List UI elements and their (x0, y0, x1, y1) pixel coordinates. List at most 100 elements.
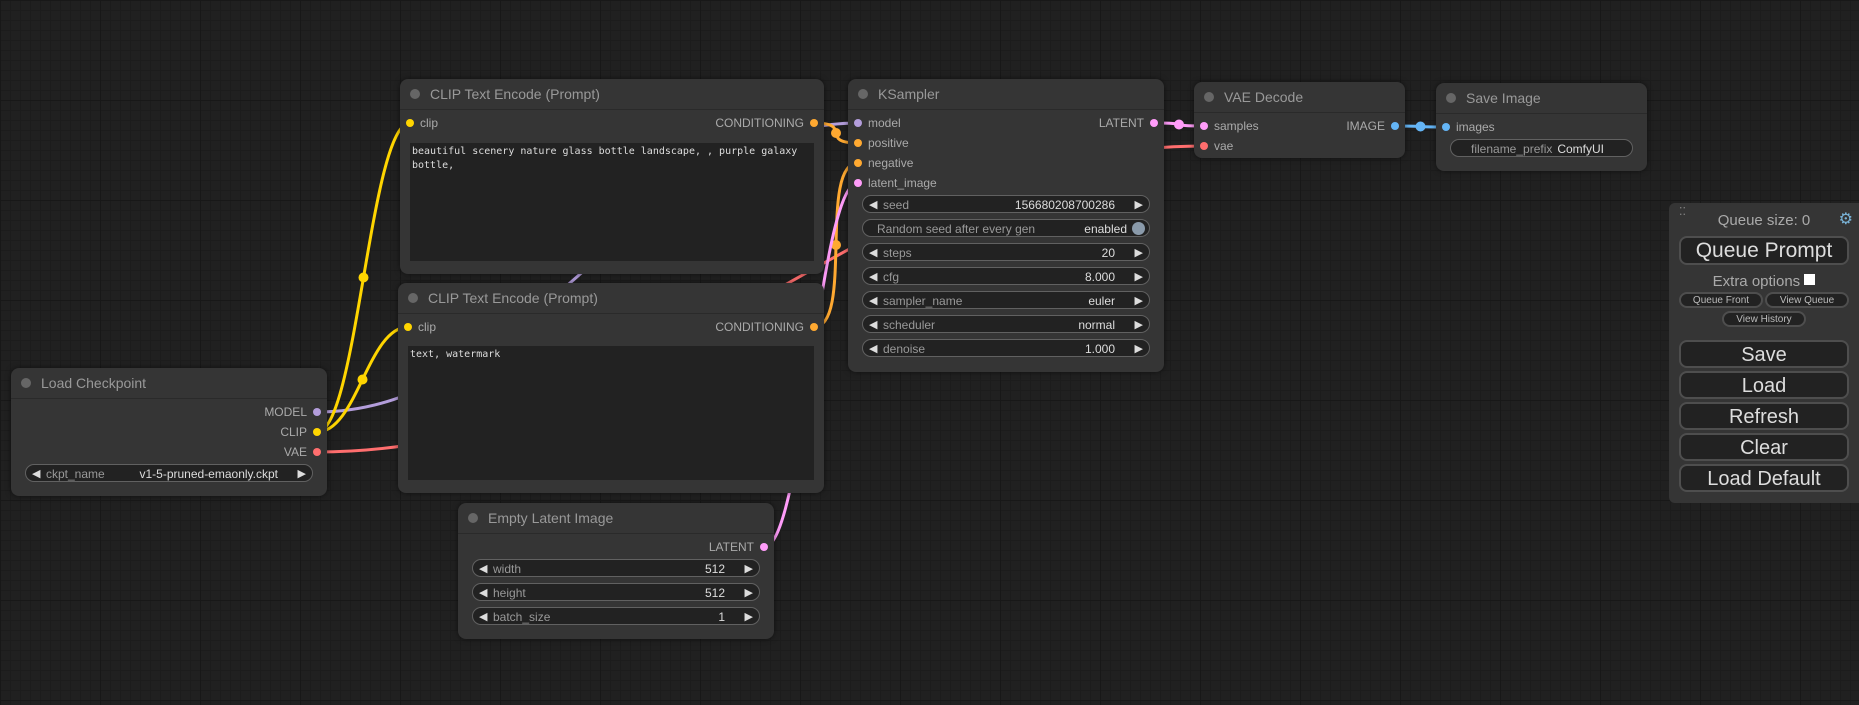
widget-seed[interactable]: ◀ seed 156680208700286 ▶ (862, 195, 1150, 213)
widget-denoise[interactable]: ◀ denoise 1.000 ▶ (862, 339, 1150, 357)
node-collapse-dot[interactable] (858, 89, 868, 99)
node-title-bar[interactable]: CLIP Text Encode (Prompt) (398, 283, 824, 314)
gear-icon[interactable]: ⚙ (1838, 211, 1853, 228)
clip-socket-icon[interactable] (406, 119, 414, 127)
input-slot-model[interactable]: model (848, 113, 901, 133)
input-slot-clip[interactable]: clip (400, 113, 438, 133)
vae-socket-icon[interactable] (313, 448, 321, 456)
widget-height[interactable]: ◀ height 512 ▶ (472, 583, 760, 601)
arrow-right-icon[interactable]: ▶ (297, 468, 306, 480)
model-socket-icon[interactable] (313, 408, 321, 416)
node-clip-neg[interactable]: CLIP Text Encode (Prompt) clip CONDITIONIN… (398, 283, 824, 493)
node-title-bar[interactable]: CLIP Text Encode (Prompt) (400, 79, 824, 110)
queue-prompt-button[interactable]: Queue Prompt (1679, 236, 1849, 265)
extra-options-checkbox[interactable] (1804, 274, 1816, 285)
vae-socket-icon[interactable] (1200, 142, 1208, 150)
arrow-right-icon[interactable]: ▶ (744, 587, 753, 599)
arrow-left-icon[interactable]: ◀ (479, 563, 488, 575)
widget-filename-prefix[interactable]: filename_prefix ComfyUI (1450, 139, 1633, 157)
drag-handle-icon[interactable]: ⁚⁚ (1679, 206, 1686, 218)
refresh-button[interactable]: Refresh (1679, 402, 1849, 430)
link-center-marker[interactable] (357, 374, 368, 385)
latent-socket-icon[interactable] (1150, 119, 1158, 127)
input-slot-vae[interactable]: vae (1194, 136, 1233, 156)
link-center-marker[interactable] (1415, 121, 1426, 132)
output-slot-model[interactable]: MODEL (264, 402, 327, 422)
widget-ckpt-name[interactable]: ◀ ckpt_name v1-5-pruned-emaonly.ckpt ▶ (25, 464, 313, 482)
node-save-image[interactable]: Save Image images filename_prefix ComfyUI (1436, 83, 1647, 171)
queue-front-button[interactable]: Queue Front (1679, 292, 1763, 308)
node-collapse-dot[interactable] (410, 89, 420, 99)
conditioning-socket-icon[interactable] (810, 119, 818, 127)
output-slot-vae[interactable]: VAE (284, 442, 327, 462)
input-slot-latent-image[interactable]: latent_image (848, 173, 937, 193)
node-load-checkpoint[interactable]: Load Checkpoint MODEL CLIP VAE ◀ ckpt_name v1-… (11, 368, 327, 496)
widget-steps[interactable]: ◀ steps 20 ▶ (862, 243, 1150, 261)
arrow-right-icon[interactable]: ▶ (1134, 199, 1143, 211)
latent-socket-icon[interactable] (760, 543, 768, 551)
save-button[interactable]: Save (1679, 340, 1849, 368)
widget-scheduler[interactable]: ◀ scheduler normal ▶ (862, 315, 1150, 333)
view-history-button[interactable]: View History (1722, 311, 1806, 327)
node-collapse-dot[interactable] (1446, 93, 1456, 103)
widget-width[interactable]: ◀ width 512 ▶ (472, 559, 760, 577)
input-slot-clip[interactable]: clip (398, 317, 436, 337)
arrow-left-icon[interactable]: ◀ (869, 319, 878, 331)
node-ksampler[interactable]: KSampler model positive negative latent_imag… (848, 79, 1164, 372)
node-title-bar[interactable]: VAE Decode (1194, 82, 1405, 113)
arrow-right-icon[interactable]: ▶ (1134, 247, 1143, 259)
output-slot-image[interactable]: IMAGE (1346, 116, 1405, 136)
node-title-bar[interactable]: Empty Latent Image (458, 503, 774, 534)
prompt-textarea[interactable]: beautiful scenery nature glass bottle la… (410, 143, 814, 261)
arrow-left-icon[interactable]: ◀ (479, 611, 488, 623)
input-slot-negative[interactable]: negative (848, 153, 913, 173)
prompt-textarea[interactable]: text, watermark (408, 346, 814, 480)
link-center-marker[interactable] (1174, 119, 1184, 130)
load-button[interactable]: Load (1679, 371, 1849, 399)
clip-socket-icon[interactable] (404, 323, 412, 331)
node-collapse-dot[interactable] (408, 293, 418, 303)
arrow-left-icon[interactable]: ◀ (479, 587, 488, 599)
conditioning-socket-icon[interactable] (854, 159, 862, 167)
node-collapse-dot[interactable] (1204, 92, 1214, 102)
arrow-left-icon[interactable]: ◀ (32, 468, 41, 480)
arrow-right-icon[interactable]: ▶ (1134, 295, 1143, 307)
link-center-marker[interactable] (831, 128, 841, 138)
arrow-right-icon[interactable]: ▶ (1134, 319, 1143, 331)
node-vae-decode[interactable]: VAE Decode samples vae IMAGE (1194, 82, 1405, 158)
widget-batch-size[interactable]: ◀ batch_size 1 ▶ (472, 607, 760, 625)
node-clip-pos[interactable]: CLIP Text Encode (Prompt) clip CONDITIONIN… (400, 79, 824, 274)
link-center-marker[interactable] (358, 272, 369, 283)
load-default-button[interactable]: Load Default (1679, 464, 1849, 492)
output-slot-latent[interactable]: LATENT (709, 537, 774, 557)
node-collapse-dot[interactable] (468, 513, 478, 523)
arrow-right-icon[interactable]: ▶ (1134, 343, 1143, 355)
arrow-right-icon[interactable]: ▶ (744, 611, 753, 623)
arrow-left-icon[interactable]: ◀ (869, 295, 878, 307)
arrow-left-icon[interactable]: ◀ (869, 199, 878, 211)
model-socket-icon[interactable] (854, 119, 862, 127)
node-empty-latent[interactable]: Empty Latent Image LATENT ◀ width 512 ▶ ◀ heigh… (458, 503, 774, 639)
node-title-bar[interactable]: KSampler (848, 79, 1164, 110)
output-slot-conditioning[interactable]: CONDITIONING (715, 317, 824, 337)
widget-sampler-name[interactable]: ◀ sampler_name euler ▶ (862, 291, 1150, 309)
toggle-knob-icon[interactable] (1132, 222, 1145, 235)
input-slot-images[interactable]: images (1436, 117, 1495, 137)
arrow-left-icon[interactable]: ◀ (869, 343, 878, 355)
output-slot-latent[interactable]: LATENT (1099, 113, 1164, 133)
arrow-right-icon[interactable]: ▶ (744, 563, 753, 575)
latent-socket-icon[interactable] (854, 179, 862, 187)
image-socket-icon[interactable] (1442, 123, 1450, 131)
image-socket-icon[interactable] (1391, 122, 1399, 130)
latent-socket-icon[interactable] (1200, 122, 1208, 130)
widget-random-seed-after-every-gen[interactable]: Random seed after every gen enabled (862, 219, 1150, 237)
node-collapse-dot[interactable] (21, 378, 31, 388)
conditioning-socket-icon[interactable] (810, 323, 818, 331)
arrow-left-icon[interactable]: ◀ (869, 247, 878, 259)
arrow-left-icon[interactable]: ◀ (869, 271, 878, 283)
node-title-bar[interactable]: Save Image (1436, 83, 1647, 114)
clear-button[interactable]: Clear (1679, 433, 1849, 461)
link-center-marker[interactable] (831, 240, 841, 250)
arrow-right-icon[interactable]: ▶ (1134, 271, 1143, 283)
output-slot-conditioning[interactable]: CONDITIONING (715, 113, 824, 133)
